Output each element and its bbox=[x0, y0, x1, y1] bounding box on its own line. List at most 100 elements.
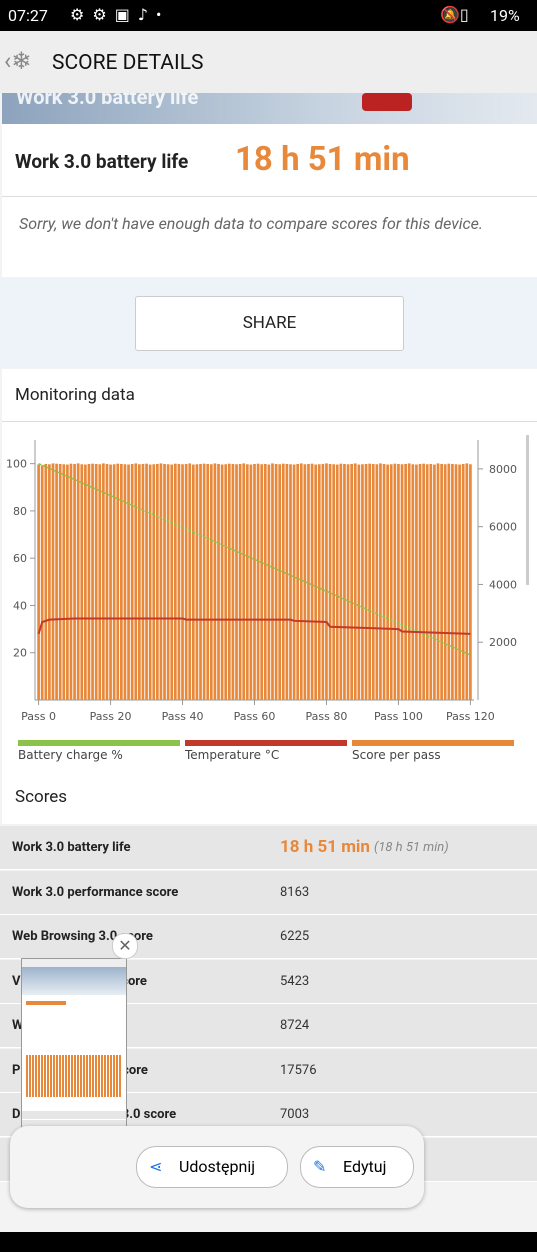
bar bbox=[454, 464, 458, 700]
bar bbox=[62, 464, 66, 700]
bar bbox=[116, 463, 120, 700]
bar bbox=[184, 463, 188, 700]
bar bbox=[173, 463, 177, 700]
y2-tick-label: 2000 bbox=[489, 636, 517, 649]
bar bbox=[407, 463, 411, 700]
y2-tick-label: 6000 bbox=[489, 521, 517, 534]
legend-swatch bbox=[18, 740, 180, 746]
x-tick-label: Pass 0 bbox=[21, 710, 56, 723]
legend-label: Temperature °C bbox=[184, 748, 279, 762]
bar bbox=[245, 464, 249, 700]
score-label: Work 3.0 performance score bbox=[12, 884, 179, 900]
result-card: Work 3.0 battery life 18 h 51 min Sorry,… bbox=[2, 124, 537, 277]
score-value: 5423 bbox=[280, 973, 310, 989]
edit-action[interactable]: ✎ Edytuj bbox=[300, 1146, 414, 1188]
scores-title: Scores bbox=[15, 787, 68, 807]
divider bbox=[2, 421, 537, 422]
bar bbox=[148, 464, 152, 700]
legend-swatch bbox=[185, 740, 347, 746]
bar bbox=[299, 463, 303, 700]
bar bbox=[328, 463, 332, 700]
bar bbox=[465, 463, 469, 700]
bar bbox=[339, 463, 343, 700]
bar bbox=[213, 463, 217, 700]
bar bbox=[289, 464, 292, 700]
y-tick-label: 80 bbox=[13, 505, 27, 518]
bar bbox=[155, 463, 159, 700]
bar bbox=[249, 464, 253, 700]
result-score: 18 h 51 min bbox=[235, 140, 410, 179]
line bbox=[37, 617, 471, 635]
bar bbox=[361, 464, 364, 700]
bar bbox=[177, 463, 181, 700]
bar bbox=[353, 463, 357, 700]
action-panel: ⋖ Udostępnij ✎ Edytuj bbox=[10, 1126, 424, 1208]
bar bbox=[44, 463, 48, 700]
bar bbox=[325, 463, 328, 700]
bar bbox=[145, 463, 148, 700]
bar bbox=[55, 463, 58, 700]
bar bbox=[278, 464, 282, 700]
score-value: 17576 bbox=[280, 1062, 317, 1078]
nav-bar bbox=[0, 1232, 537, 1252]
bar bbox=[303, 464, 307, 700]
y2-tick-label: 4000 bbox=[489, 578, 517, 591]
bar bbox=[400, 464, 404, 700]
y-tick-label: 100 bbox=[6, 458, 27, 471]
x-tick-label: Pass 60 bbox=[234, 710, 276, 723]
banner-title: Work 3.0 battery life bbox=[16, 93, 199, 109]
share-action[interactable]: ⋖ Udostępnij bbox=[136, 1146, 288, 1188]
right-icons: 🔕▯ bbox=[440, 5, 469, 24]
bar bbox=[231, 463, 235, 700]
bar bbox=[307, 463, 310, 700]
back-button[interactable]: ‹❄ bbox=[4, 47, 32, 75]
bar bbox=[469, 464, 472, 700]
bar bbox=[335, 464, 339, 700]
bar bbox=[440, 463, 443, 700]
bar bbox=[73, 463, 76, 700]
bar bbox=[227, 463, 231, 700]
bar bbox=[271, 463, 274, 700]
status-icons: ⚙⚙▣♪• bbox=[70, 5, 170, 24]
bar bbox=[76, 463, 80, 700]
bar bbox=[433, 464, 436, 700]
bar bbox=[69, 463, 73, 700]
score-row: Work 3.0 battery life 18 h 51 min (18 h 51… bbox=[0, 826, 537, 870]
bar bbox=[292, 464, 296, 700]
bar bbox=[130, 463, 134, 700]
bar bbox=[393, 463, 397, 700]
thumbnail-close[interactable]: ✕ bbox=[112, 933, 138, 959]
bar bbox=[191, 464, 195, 700]
bar bbox=[98, 464, 102, 700]
share-area: SHARE bbox=[0, 278, 537, 368]
bar bbox=[48, 464, 51, 700]
bar bbox=[199, 463, 202, 700]
bar bbox=[411, 464, 415, 700]
share-button[interactable]: SHARE bbox=[135, 296, 404, 351]
bar bbox=[458, 464, 461, 700]
bar bbox=[127, 464, 130, 700]
bar bbox=[346, 464, 350, 700]
app-bar: ‹❄ SCORE DETAILS bbox=[0, 31, 537, 93]
bar bbox=[253, 463, 256, 700]
bar bbox=[94, 463, 98, 700]
bar bbox=[166, 464, 170, 700]
bar bbox=[138, 464, 141, 700]
score-value: 8163 bbox=[280, 884, 310, 900]
bar bbox=[112, 464, 116, 700]
bar bbox=[224, 464, 228, 700]
legend-swatch bbox=[352, 740, 514, 746]
x-tick-label: Pass 120 bbox=[446, 710, 495, 723]
bar bbox=[80, 464, 84, 700]
bar bbox=[134, 463, 138, 700]
header-title: SCORE DETAILS bbox=[52, 51, 204, 75]
bar bbox=[202, 463, 206, 700]
bar bbox=[368, 463, 371, 700]
banner: Work 3.0 battery life bbox=[2, 93, 537, 124]
chart: 20 40 60 80 100 2000 4000 6000 8000 Pass 0 Pass 20… bbox=[6, 435, 529, 762]
bar bbox=[447, 463, 451, 700]
bar bbox=[238, 463, 242, 700]
bar bbox=[40, 465, 44, 700]
bar bbox=[209, 464, 213, 700]
bar bbox=[58, 463, 62, 700]
